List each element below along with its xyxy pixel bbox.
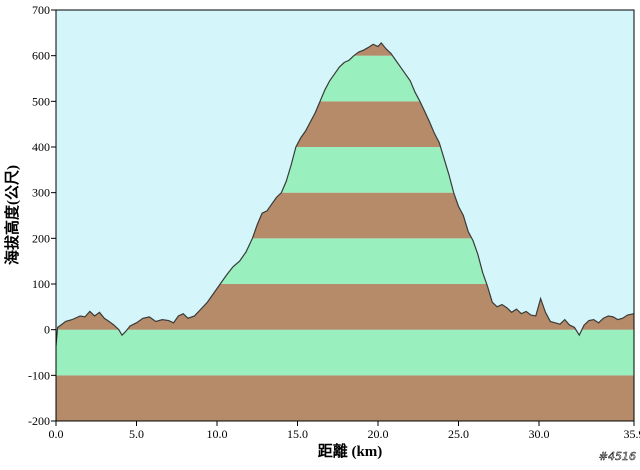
- y-tick-label: 400: [32, 140, 50, 154]
- x-tick-label: 10.0: [207, 427, 228, 441]
- x-tick-label: 0.0: [49, 427, 64, 441]
- elevation-band: [56, 330, 634, 376]
- x-tick-label: 5.0: [129, 427, 144, 441]
- y-tick-label: 100: [32, 277, 50, 291]
- x-tick-label: 35.9: [624, 427, 640, 441]
- x-axis-title: 距離 (km): [318, 442, 383, 460]
- y-tick-label: 600: [32, 49, 50, 63]
- y-tick-label: -200: [28, 414, 50, 428]
- watermark-label: #4516: [599, 450, 636, 463]
- y-tick-label: 700: [32, 3, 50, 17]
- y-tick-label: 300: [32, 186, 50, 200]
- y-tick-label: 0: [44, 323, 50, 337]
- y-tick-label: 500: [32, 94, 50, 108]
- x-tick-label: 20.0: [368, 427, 389, 441]
- y-axis-title: 海拔高度(公尺): [3, 165, 21, 265]
- x-axis: 0.0 5.0 10.0 15.0 20.0 25.0 30.0 35.9: [49, 421, 640, 441]
- y-tick-label: 200: [32, 231, 50, 245]
- x-tick-label: 30.0: [529, 427, 550, 441]
- x-tick-label: 25.0: [448, 427, 469, 441]
- y-tick-label: -100: [28, 368, 50, 382]
- y-axis: -200 -100 0 100 200 300 400 500 600 700: [28, 3, 56, 428]
- x-tick-label: 15.0: [287, 427, 308, 441]
- elevation-band: [56, 375, 634, 421]
